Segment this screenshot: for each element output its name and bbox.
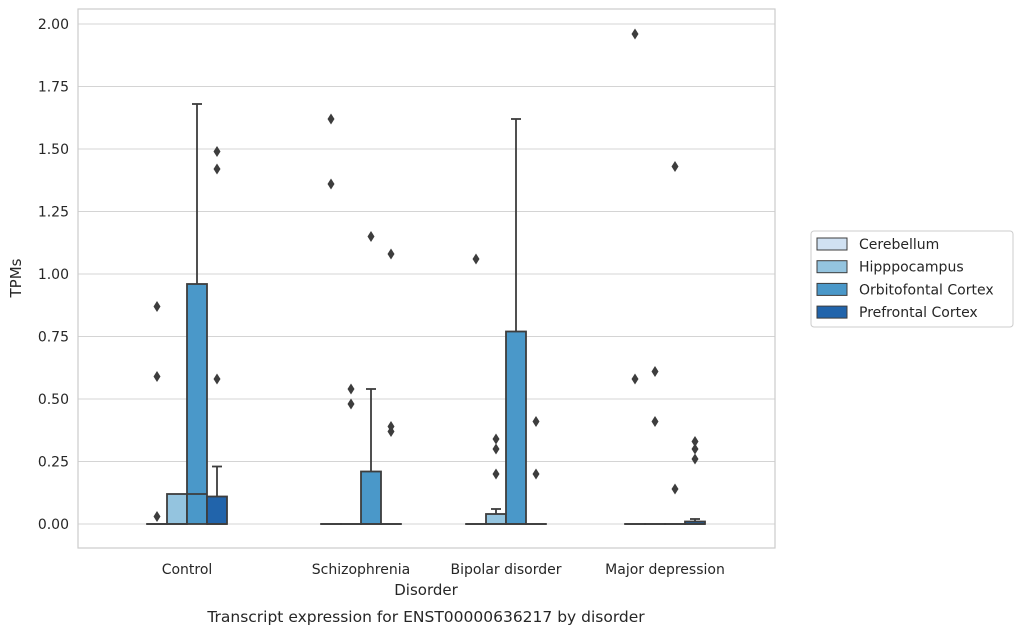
outlier-point — [492, 433, 500, 445]
legend-label: Cerebellum — [859, 237, 939, 253]
outlier-point — [631, 28, 639, 40]
box-group — [525, 416, 547, 525]
legend-swatch — [816, 282, 848, 296]
outlier-point — [213, 373, 221, 385]
outlier-point — [153, 301, 161, 312]
legend-swatch — [816, 305, 848, 319]
y-tick-label: 0.25 — [38, 455, 69, 471]
y-axis-label: TPMs — [7, 258, 25, 298]
outlier-point — [691, 453, 699, 465]
y-tick-label: 0.75 — [38, 330, 69, 346]
box-group — [166, 493, 188, 525]
outlier-point — [347, 398, 355, 410]
box-group — [624, 28, 646, 525]
outlier-point — [671, 161, 679, 172]
box-group — [206, 146, 228, 525]
x-tick-label: Schizophrenia — [312, 562, 410, 578]
box-group — [505, 118, 527, 525]
x-tick-label: Bipolar disorder — [450, 562, 561, 578]
outlier-point — [367, 231, 375, 242]
box-group — [465, 253, 487, 525]
y-tick-label: 1.50 — [38, 142, 69, 158]
outlier-point — [347, 383, 355, 395]
legend-frame — [810, 230, 1014, 328]
chart-caption: Transcript expression for ENST0000063621… — [206, 608, 645, 626]
x-tick-labels: Control Schizophrenia Bipolar disorder Majo… — [162, 562, 725, 578]
box — [186, 283, 208, 525]
y-tick-label: 2.00 — [38, 17, 69, 33]
outlier-point — [492, 443, 500, 455]
y-tick-label: 1.00 — [38, 267, 69, 283]
box-group — [380, 248, 402, 525]
legend-label: Prefrontal Cortex — [859, 305, 978, 321]
legend-label: Hipppocampus — [859, 260, 964, 276]
outlier-point — [153, 511, 161, 522]
outlier-point — [691, 443, 699, 455]
y-tick-label: 0.50 — [38, 392, 69, 408]
box-group — [186, 103, 208, 525]
outlier-point — [492, 468, 500, 480]
outlier-point — [387, 248, 395, 260]
legend-swatch — [816, 237, 848, 251]
box — [360, 470, 382, 525]
outlier-point — [327, 113, 335, 125]
box-group — [485, 433, 507, 525]
outlier-point — [213, 146, 221, 157]
outlier-point — [213, 163, 221, 175]
outlier-point — [631, 373, 639, 385]
y-tick-label: 1.75 — [38, 80, 69, 96]
outlier-point — [532, 416, 540, 427]
outlier-point — [691, 436, 699, 447]
outlier-point — [472, 253, 480, 265]
box-group — [320, 113, 342, 525]
box — [166, 493, 188, 525]
box — [206, 495, 228, 525]
box — [485, 513, 507, 525]
x-tick-label: Major depression — [605, 562, 725, 578]
box-group — [684, 436, 706, 525]
box-group — [146, 301, 168, 525]
outlier-point — [387, 421, 395, 432]
y-tick-labels: 0.00 0.25 0.50 0.75 1.00 1.25 1.50 1.75 2.00 — [38, 17, 69, 533]
y-tick-label: 0.00 — [38, 517, 69, 533]
legend-swatch — [816, 260, 848, 274]
outlier-point — [532, 468, 540, 480]
box-group — [644, 366, 666, 525]
x-axis-label: Disorder — [394, 581, 458, 599]
outlier-point — [671, 483, 679, 495]
box-group — [360, 231, 382, 525]
plot-frame — [77, 8, 776, 549]
box-group — [664, 161, 686, 525]
box — [505, 330, 527, 525]
y-tick-label: 1.25 — [38, 205, 69, 221]
outlier-point — [651, 366, 659, 377]
outlier-point — [153, 371, 161, 382]
outlier-point — [327, 178, 335, 190]
legend-label: Orbitofontal Cortex — [859, 282, 994, 298]
outlier-point — [651, 416, 659, 427]
boxes — [146, 28, 706, 525]
legend: Cerebellum Hipppocampus Orbitofontal Corte… — [810, 230, 1014, 328]
x-tick-label: Control — [162, 562, 213, 578]
box-group — [340, 383, 362, 525]
gridlines — [78, 23, 775, 525]
